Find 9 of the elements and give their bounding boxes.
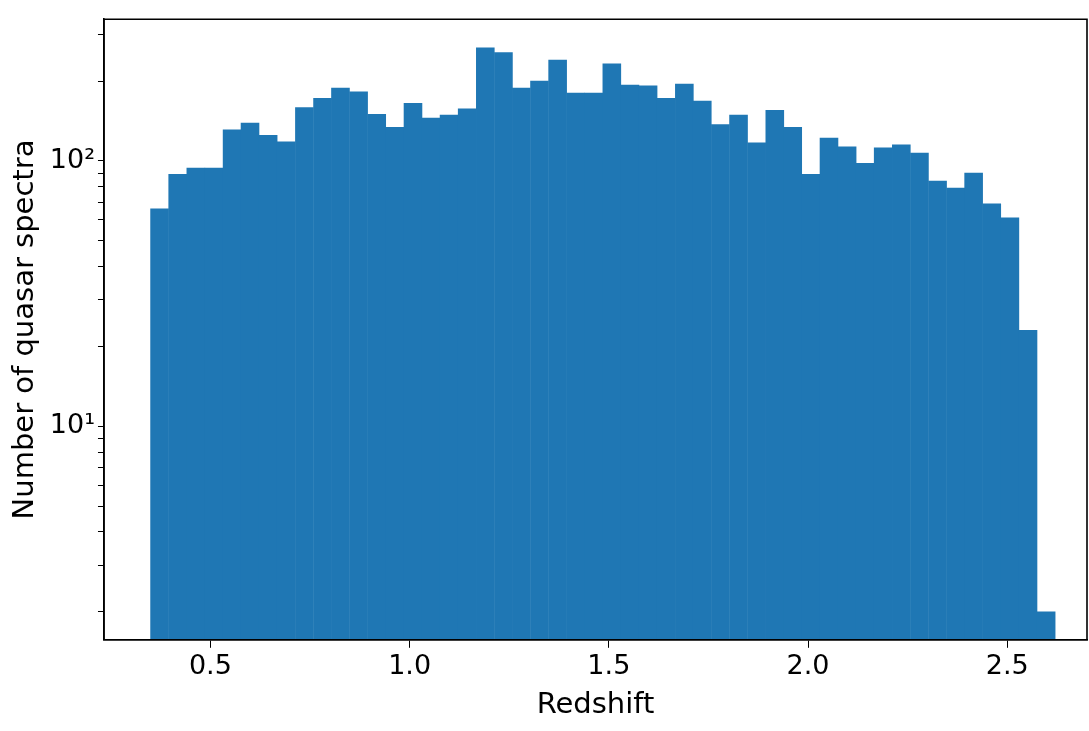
x-tick-label: 2.0 — [786, 649, 830, 681]
y-tick-label: 10² — [49, 142, 95, 174]
x-tick-label: 1.0 — [388, 649, 432, 681]
x-tick-label: 2.5 — [985, 649, 1029, 681]
y-tick-label: 10¹ — [49, 408, 95, 440]
x-tick-label: 1.5 — [587, 649, 631, 681]
x-axis-title: Redshift — [536, 686, 655, 721]
x-tick-label: 0.5 — [188, 649, 232, 681]
y-axis-title: Number of quasar spectra — [5, 139, 40, 520]
